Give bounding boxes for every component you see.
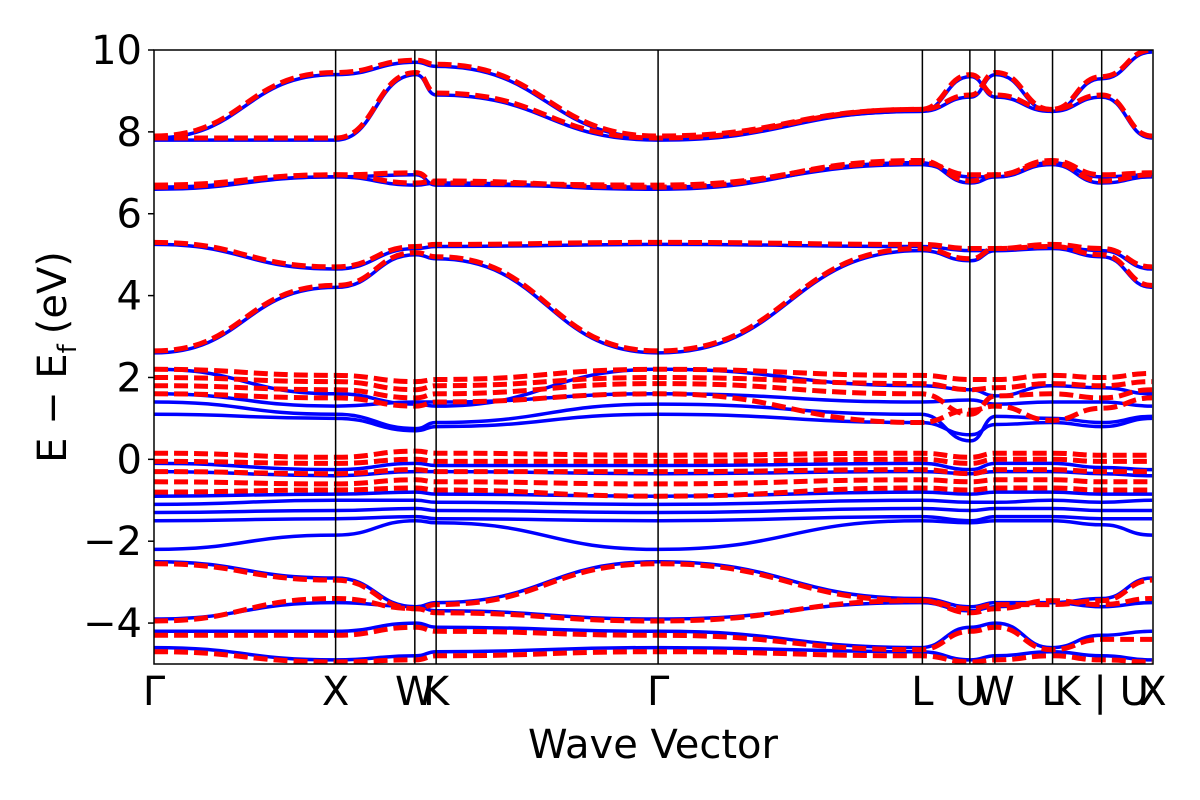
dashed-band-4 (154, 69, 1153, 141)
x-tick-label: U (955, 669, 984, 715)
y-tick-label: 6 (117, 192, 142, 238)
dashed-band-9 (154, 391, 1153, 426)
solid-band-13 (154, 498, 1153, 507)
x-tick-label: L (911, 669, 934, 715)
y-axis-title: E − Ef (eV) (30, 251, 83, 463)
x-tick-label: K (423, 669, 451, 715)
y-tick-label: 2 (117, 355, 142, 401)
y-axis-title-subscript: f (53, 343, 83, 353)
x-tick-label: X (322, 669, 349, 715)
dashed-band-7 (154, 374, 1153, 393)
x-axis-ticks: Γ X WK Γ L UW LK | UX (143, 669, 1167, 715)
y-tick-label: 10 (91, 28, 142, 74)
dashed-band-11 (154, 456, 1153, 466)
y-tick-label: −4 (83, 601, 142, 647)
y-axis-title-unit: (eV) (30, 251, 76, 334)
x-tick-label: Γ (647, 669, 670, 715)
x-axis-title: Wave Vector (528, 722, 779, 768)
solid-band-16 (154, 518, 1153, 552)
dashed-band-15 (154, 561, 1153, 612)
x-tick-label: W (975, 669, 1015, 715)
band-lines (154, 50, 1153, 664)
solid-band-14 (154, 506, 1153, 515)
y-tick-label: 0 (117, 437, 142, 483)
x-tick-label: W (395, 669, 435, 715)
solid-band-7 (154, 392, 1153, 408)
dashed-band-8 (154, 381, 1153, 417)
y-tick-label: 4 (117, 274, 142, 320)
dashed-band-3 (154, 157, 1153, 188)
dashed-band-12 (154, 467, 1153, 477)
y-axis-ticks: 10 8 6 4 2 0 −2 −4 (83, 28, 154, 647)
x-tick-label: K | U (1054, 669, 1148, 715)
plot-frame (153, 49, 1154, 665)
dashed-band-16 (154, 595, 1153, 624)
solid-band-8 (154, 400, 1153, 443)
y-tick-label: −2 (83, 519, 142, 565)
dashed-band-5 (154, 50, 1153, 139)
y-axis-title-main: E − E (30, 353, 76, 463)
y-tick-label: 8 (117, 110, 142, 156)
high-symmetry-lines (334, 50, 1103, 664)
dashed-band-0 (154, 243, 1153, 354)
x-tick-label: L (1041, 669, 1064, 715)
dashed-band-10 (154, 448, 1153, 460)
dashed-band-13 (154, 477, 1153, 487)
dashed-band-1 (154, 239, 1153, 270)
x-tick-label: X (1139, 669, 1166, 715)
solid-band-4 (154, 72, 1153, 142)
solid-band-12 (154, 490, 1153, 498)
solid-band-10 (154, 461, 1153, 472)
dashed-band-17 (154, 624, 1153, 653)
solid-band-15 (154, 514, 1153, 523)
x-tick-label: Γ (143, 669, 166, 715)
